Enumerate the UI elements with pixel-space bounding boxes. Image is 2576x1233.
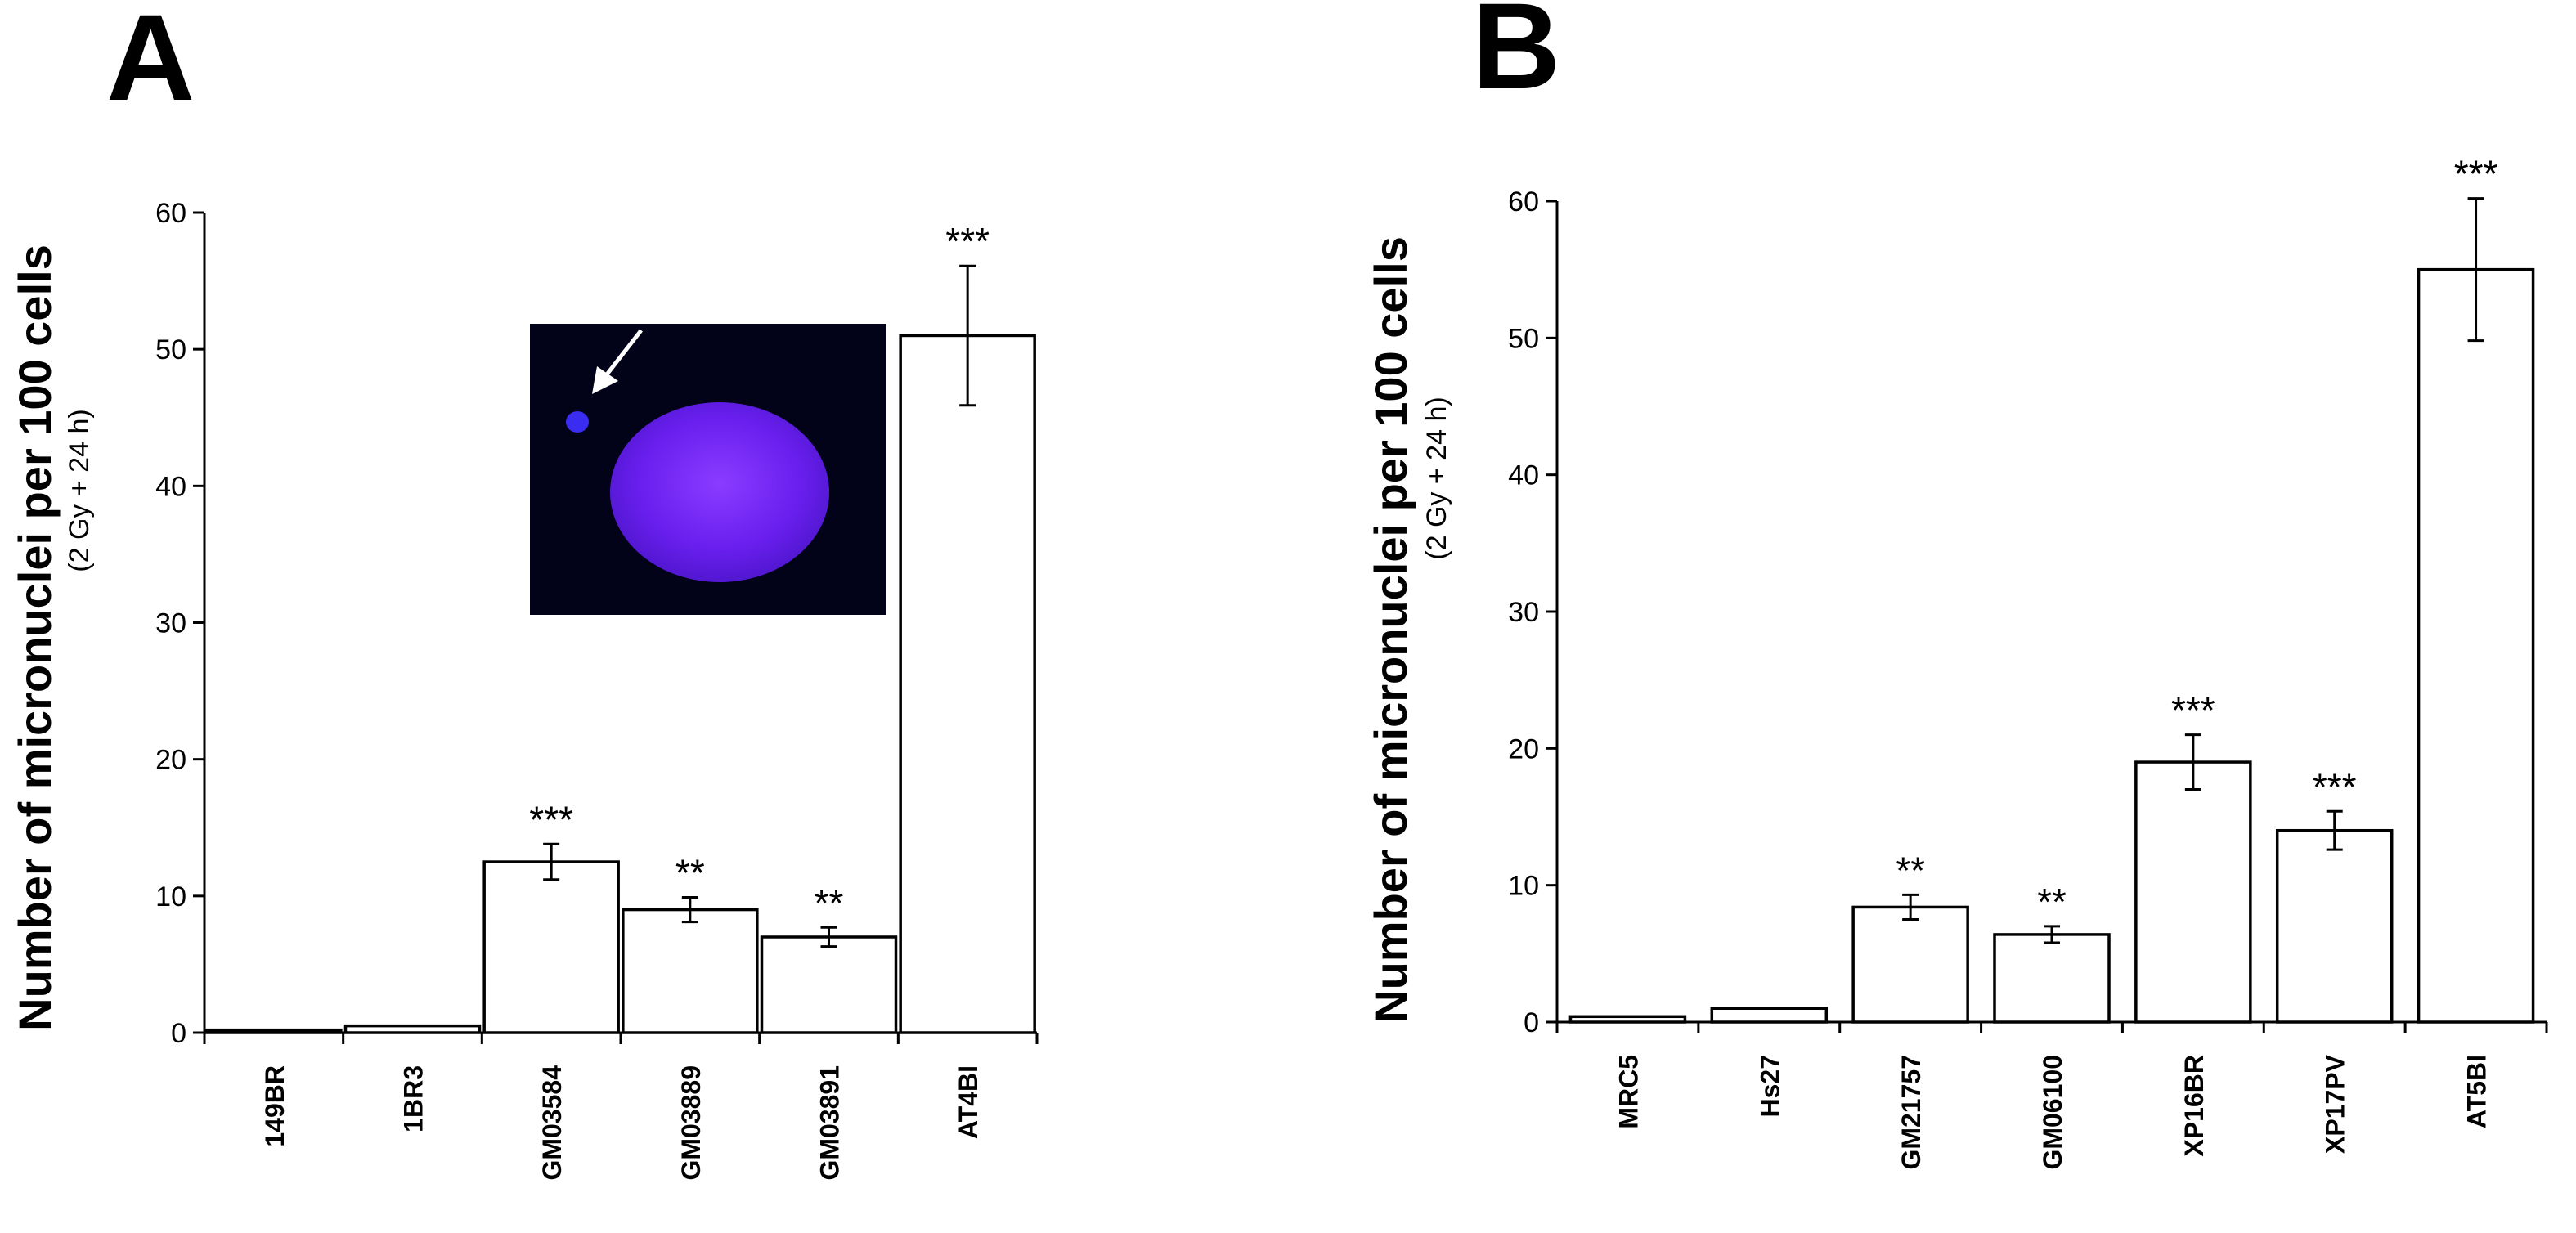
panel-b-significance-label: ***	[2454, 153, 2498, 195]
panel-a-bar	[760, 935, 898, 1034]
panel-b-x-tick-label-group: AT5BI	[2462, 1055, 2492, 1128]
panel-b-x-tick-label: GM06100	[2038, 1055, 2067, 1170]
panel-b-y-axis-sublabel: (2 Gy + 24 h)	[1421, 397, 1452, 559]
panel-b-x-tick-label-group: XP17PV	[2321, 1054, 2350, 1154]
panel-a-significance-label: **	[675, 852, 705, 894]
panel-b-significance-label: **	[1896, 849, 1925, 891]
panel-a-bars: **********	[205, 220, 1036, 1034]
panel-b-x-tick-label-group: GM21757	[1896, 1055, 1926, 1170]
panel-b-x-tick-label: GM21757	[1896, 1055, 1926, 1170]
panel-b-bar	[1993, 933, 2111, 1024]
panel-a-y-axis-label: Number of micronuclei per 100 cells	[9, 244, 61, 1031]
panel-b-significance-label: ***	[2171, 689, 2215, 732]
panel-a-axes: 0 10 20 30 40 50 60 149BR 1BR3 GM03584 GM03889 GM03…	[155, 198, 1039, 1181]
panel-b-y-tick-label: 40	[1508, 460, 1539, 491]
panel-a-y-tick-label: 50	[155, 334, 186, 365]
panel-b-bar	[2275, 828, 2394, 1024]
panel-b-y-tick-label: 60	[1508, 186, 1539, 217]
micrograph-arrow-head-icon	[592, 366, 618, 394]
panel-a-significance-label: ***	[945, 220, 990, 262]
panel-a-bar	[899, 334, 1036, 1034]
panel-a-bar	[205, 1028, 343, 1034]
panel-a-bar	[482, 860, 620, 1034]
panel-b-x-tick-label: XP16BR	[2179, 1055, 2209, 1157]
panel-b-x-tick-label: XP17PV	[2321, 1054, 2350, 1154]
panel-b-significance-label: ***	[2313, 765, 2357, 808]
panel-b-x-tick-label-group: GM06100	[2038, 1055, 2067, 1170]
panel-b-y-tick-label: 30	[1508, 597, 1539, 628]
panel-b-y-tick-label: 50	[1508, 323, 1539, 354]
panel-a-x-tick-label-group: 1BR3	[399, 1065, 429, 1132]
micrograph-inset	[530, 324, 886, 615]
panel-a-y-tick-label: 20	[155, 745, 186, 776]
panel-a-y-tick-label: 30	[155, 608, 186, 639]
panel-b-bars: *************	[1568, 153, 2535, 1024]
panel-a-bar	[622, 908, 759, 1034]
panel-a-significance-label: **	[815, 881, 844, 924]
panel-a-y-tick-label: 0	[171, 1018, 186, 1049]
micronucleus-shape	[566, 411, 589, 433]
micrograph-arrow-line	[605, 329, 643, 376]
panel-b-bar	[2417, 267, 2535, 1024]
panel-b: B Number of micronuclei per 100 cells (2…	[1365, 0, 2548, 1170]
panel-a-y-tick-label: 60	[155, 198, 186, 229]
panel-a-y-tick-label: 40	[155, 471, 186, 502]
panel-b-y-tick-label: 20	[1508, 733, 1539, 764]
panel-a-x-tick-label-group: AT4BI	[954, 1065, 983, 1139]
panel-a-x-tick-label: GM03889	[676, 1065, 706, 1181]
panel-b-y-tick-label: 10	[1508, 871, 1539, 902]
panel-b-x-tick-label-group: XP16BR	[2179, 1055, 2209, 1157]
panel-a-letter: A	[106, 0, 195, 126]
panel-a-x-tick-label-group: 149BR	[260, 1065, 289, 1147]
panel-a-x-tick-label: GM03891	[815, 1065, 845, 1181]
panel-b-bar	[2134, 760, 2252, 1024]
panel-a-y-tick-label: 10	[155, 881, 186, 912]
panel-a-significance-label: ***	[529, 798, 573, 841]
panel-a-x-tick-label-group: GM03584	[537, 1065, 567, 1181]
panel-a: A Number of micronuclei per 100 cells (2…	[9, 0, 1039, 1181]
panel-b-letter: B	[1472, 0, 1560, 114]
panel-b-significance-label: **	[2037, 881, 2067, 923]
panel-b-bar	[1710, 1007, 1829, 1024]
panel-b-axes: 0 10 20 30 40 50 60 MRC5 Hs27 GM21757 GM06100 XP16B…	[1508, 186, 2548, 1170]
panel-b-bar	[1568, 1015, 1687, 1024]
panel-b-x-tick-label: Hs27	[1755, 1055, 1784, 1118]
panel-a-x-tick-label: AT4BI	[954, 1065, 983, 1139]
panel-b-y-axis-label: Number of micronuclei per 100 cells	[1365, 236, 1416, 1023]
panel-b-x-tick-label-group: Hs27	[1755, 1055, 1784, 1118]
panel-a-x-tick-label: GM03584	[537, 1065, 567, 1181]
panel-a-x-tick-label-group: GM03891	[815, 1065, 845, 1181]
panel-a-y-axis-sublabel: (2 Gy + 24 h)	[64, 409, 95, 572]
panel-a-x-tick-label-group: GM03889	[676, 1065, 706, 1181]
panel-b-x-tick-label: MRC5	[1613, 1055, 1643, 1129]
nucleus-shape	[610, 402, 829, 582]
panel-b-x-tick-label-group: MRC5	[1613, 1055, 1643, 1129]
panel-b-y-tick-label: 0	[1524, 1007, 1539, 1038]
panel-a-x-tick-label: 149BR	[260, 1065, 289, 1147]
panel-b-bar	[1851, 905, 1969, 1024]
panel-a-x-tick-label: 1BR3	[399, 1065, 429, 1132]
panel-b-x-tick-label: AT5BI	[2462, 1055, 2492, 1128]
panel-a-bar	[343, 1024, 482, 1034]
